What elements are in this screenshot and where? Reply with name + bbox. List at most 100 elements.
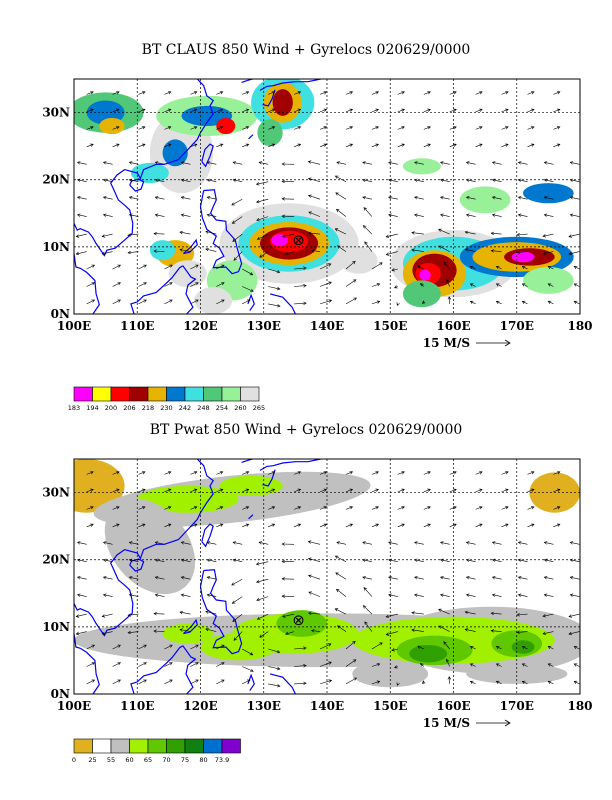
colorbar-label: 206 [123, 404, 135, 412]
coastline [260, 452, 333, 470]
x-axis-label: 180 [567, 699, 592, 713]
colorbar-label: 70 [162, 756, 170, 764]
coastline [131, 266, 183, 314]
x-axis-label: 160E [436, 319, 470, 333]
coastline [249, 135, 253, 139]
shade-blob [257, 119, 282, 146]
wind-vector [363, 226, 372, 235]
y-axis-label: 10N [42, 240, 70, 254]
wind-vector [294, 286, 306, 287]
colorbar-label: 218 [142, 404, 154, 412]
wind-vector [282, 596, 294, 597]
colorbar-swatch [111, 739, 130, 753]
y-axis-label: 30N [42, 486, 70, 500]
coastline [130, 179, 144, 191]
shade-blob [150, 240, 175, 260]
shade-blob [523, 267, 574, 294]
map-inner-1: ⊗ [49, 452, 593, 694]
x-axis-label: 100E [57, 319, 91, 333]
y-axis-label: 20N [42, 553, 70, 567]
x-axis-label: 120E [183, 319, 217, 333]
coastline [248, 295, 254, 310]
shade-blob [403, 158, 441, 174]
x-axis-label: 110E [120, 319, 154, 333]
wind-vector [336, 573, 346, 579]
coastline [242, 452, 261, 462]
wind-arrowhead [583, 109, 586, 112]
colorbar-label: 230 [160, 404, 172, 412]
y-axis-label: 10N [42, 620, 70, 634]
wind-vector [364, 208, 372, 217]
x-axis-label: 170E [500, 319, 534, 333]
shade-blob [523, 183, 574, 203]
x-axis-label: 150E [373, 699, 407, 713]
coastline [270, 674, 295, 694]
colorbar-label: 55 [107, 756, 115, 764]
shade-blob [216, 118, 235, 134]
colorbar-swatch [93, 387, 112, 401]
colorbar-swatch [93, 739, 112, 753]
shade-blob [419, 270, 430, 281]
x-axis-label: 140E [310, 699, 344, 713]
wind-vector [363, 606, 372, 615]
x-axis-label: 170E [500, 699, 534, 713]
coastline [74, 254, 99, 314]
colorbar-swatch [222, 739, 241, 753]
colorbar-label: 80 [199, 756, 207, 764]
shade-blob [99, 118, 124, 134]
wind-arrowhead [583, 92, 586, 95]
wind-vector [232, 579, 242, 585]
storm-marker-icon: ⊗ [292, 611, 305, 629]
colorbar-swatch [167, 387, 186, 401]
x-axis-label: 130E [247, 699, 281, 713]
colorbar-swatch [241, 387, 260, 401]
y-axis-label: 30N [42, 106, 70, 120]
shade-blob [194, 287, 232, 314]
colorbar-swatch [130, 739, 149, 753]
colorbar-swatch [130, 387, 149, 401]
x-axis-label: 180 [567, 319, 592, 333]
colorbar-swatch [167, 739, 186, 753]
vector-scale-label: 15 M/S [423, 336, 470, 350]
colorbar-label: 242 [179, 404, 191, 412]
shade-blob [512, 252, 535, 263]
colorbar-label: 65 [144, 756, 152, 764]
colorbar-label: 194 [86, 404, 98, 412]
wind-vector [337, 589, 347, 596]
colorbar-swatch [111, 387, 130, 401]
shade-blob [201, 634, 277, 661]
wind-vector [346, 298, 356, 304]
storm-marker-icon: ⊗ [292, 231, 305, 249]
colorbar-swatch [148, 739, 167, 753]
map-inner-0: ⊗ [68, 72, 586, 314]
wind-vector [335, 609, 346, 614]
colorbar-swatch [74, 387, 93, 401]
coastline [242, 72, 261, 82]
wind-vector [294, 683, 306, 684]
x-axis-label: 150E [373, 319, 407, 333]
wind-vector [232, 199, 242, 205]
wind-arrowhead [583, 524, 586, 527]
colorbar-label: 265 [253, 404, 265, 412]
colorbar-label: 25 [88, 756, 96, 764]
wind-vector [364, 588, 372, 597]
wind-arrowhead [583, 472, 586, 475]
wind-arrowhead [583, 126, 586, 129]
colorbar-label: 183 [68, 404, 80, 412]
colorbar-swatch [222, 387, 241, 401]
wind-vector [154, 234, 164, 235]
wind-arrowhead [583, 506, 586, 509]
wind-vector [294, 303, 306, 304]
x-axis-label: 130E [247, 319, 281, 333]
colorbar-label: 260 [234, 404, 246, 412]
wind-vector [346, 280, 356, 287]
colorbar-swatch [148, 387, 167, 401]
colorbar-label: 254 [216, 404, 228, 412]
wind-arrowhead [583, 489, 586, 492]
colorbar-label: 0 [72, 756, 76, 764]
colorbar-swatch [185, 739, 204, 753]
